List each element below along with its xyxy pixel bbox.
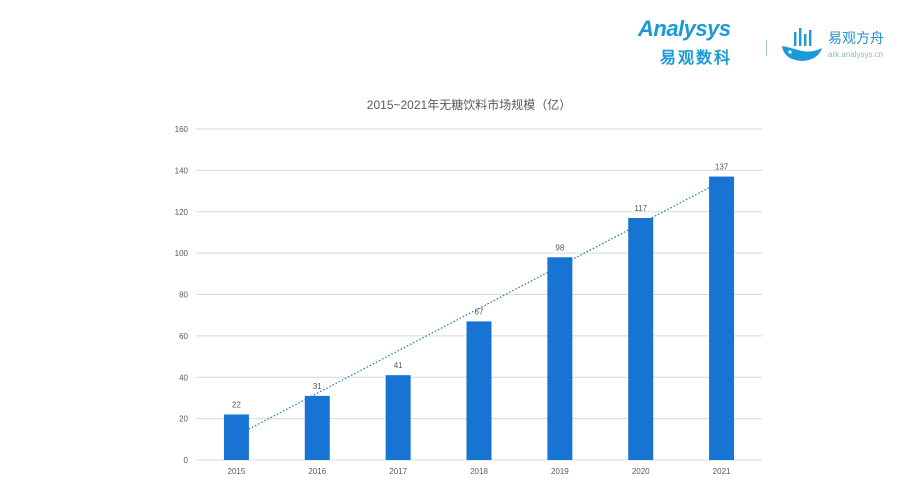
x-tick-label: 2019 (551, 467, 569, 476)
y-tick-label: 20 (179, 415, 188, 424)
bar (628, 217, 654, 460)
bar (547, 257, 573, 460)
y-tick-label: 60 (179, 332, 188, 341)
data-label: 41 (394, 361, 403, 370)
analysys-logo: Analysys 易观数科 (638, 16, 748, 72)
whale-icon (782, 28, 822, 61)
y-tick-label: 160 (175, 125, 189, 134)
data-label: 117 (634, 204, 647, 213)
header-logos: Analysys 易观数科 易观方舟 ark.analysys.cn (638, 14, 884, 74)
x-tick-label: 2021 (713, 467, 731, 476)
data-label: 31 (313, 382, 322, 391)
analysys-wordmark: Analysys (638, 16, 731, 41)
y-tick-label: 0 (184, 456, 189, 465)
x-tick-label: 2016 (308, 467, 326, 476)
x-tick-label: 2017 (389, 467, 407, 476)
bar (709, 176, 735, 461)
ark-logo: 易观方舟 ark.analysys.cn (780, 24, 884, 72)
chart-title: 2015~2021年无糖饮料市场规模（亿） (366, 98, 572, 112)
x-tick-label: 2018 (470, 467, 488, 476)
ark-url: ark.analysys.cn (828, 50, 884, 59)
data-label: 67 (475, 307, 484, 316)
data-label: 137 (715, 163, 729, 172)
data-label: 98 (555, 243, 564, 252)
x-tick-label: 2020 (632, 467, 650, 476)
y-tick-label: 140 (175, 166, 189, 175)
logo-divider (766, 40, 767, 56)
analysys-cn-name: 易观数科 (660, 50, 733, 67)
y-tick-label: 100 (175, 249, 189, 258)
bar (223, 414, 249, 460)
bar (385, 375, 411, 460)
x-tick-label: 2015 (228, 467, 246, 476)
bar (304, 395, 330, 460)
data-label: 22 (232, 400, 241, 409)
trendline (236, 180, 722, 437)
ark-cn-name: 易观方舟 (828, 30, 884, 46)
y-tick-label: 40 (179, 373, 188, 382)
y-tick-label: 120 (175, 208, 189, 217)
bar (466, 321, 492, 460)
y-tick-label: 80 (179, 291, 188, 300)
